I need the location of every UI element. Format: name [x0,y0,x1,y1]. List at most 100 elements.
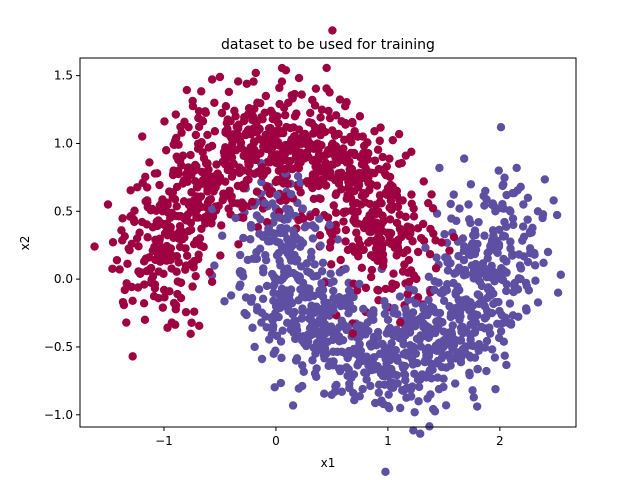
scatter-point-class-0 [248,148,257,158]
scatter-point-class-1 [441,401,451,410]
scatter-point-class-0 [349,216,358,225]
scatter-point-class-1 [424,272,434,281]
scatter-point-class-0 [248,197,257,207]
scatter-point-class-1 [299,367,308,376]
scatter-point-class-0 [181,307,191,317]
scatter-point-class-0 [266,123,275,133]
scatter-point-class-0 [143,233,152,242]
scatter-point-class-0 [212,177,221,186]
scatter-point-class-0 [296,188,305,197]
y-axis-ticks: −1.0 −0.5 0.0 0.5 1.0 1.5 [44,69,80,422]
scatter-point-class-0 [403,246,412,255]
scatter-point-class-0 [284,98,293,107]
scatter-point-class-0 [234,240,243,249]
scatter-point-class-0 [339,144,348,153]
scatter-point-class-1 [254,285,264,294]
y-tick-label: 0.5 [54,204,73,218]
x-tick-label: −1 [155,434,173,448]
scatter-point-class-1 [510,188,519,198]
scatter-point-class-0 [283,179,293,188]
scatter-point-class-1 [462,295,471,304]
scatter-point-class-0 [201,219,210,228]
scatter-point-class-0 [127,239,136,249]
scatter-point-class-1 [317,279,326,288]
scatter-point-class-1 [449,190,458,199]
scatter-point-class-1 [262,230,271,239]
scatter-point-class-0 [112,255,122,265]
scatter-point-class-0 [255,149,264,158]
scatter-point-class-0 [139,299,149,308]
scatter-point-class-0 [404,255,414,265]
scatter-point-class-0 [346,148,356,158]
scatter-point-class-0 [237,198,247,207]
scatter-point-class-1 [358,325,367,335]
scatter-point-class-1 [335,268,344,277]
scatter-point-class-1 [248,323,257,332]
scatter-point-class-0 [331,208,341,217]
scatter-point-class-1 [261,251,270,260]
scatter-point-class-0 [382,190,392,200]
scatter-point-class-1 [277,353,286,363]
scatter-point-class-1 [461,348,470,358]
scatter-point-class-1 [464,200,473,209]
scatter-point-class-0 [153,169,162,178]
scatter-point-class-1 [298,361,307,370]
scatter-point-class-0 [209,187,218,196]
scatter-point-class-1 [421,243,430,252]
scatter-point-class-1 [347,373,356,382]
scatter-point-class-1 [475,265,485,275]
scatter-point-class-1 [439,335,449,345]
scatter-point-class-1 [499,231,508,240]
scatter-point-class-0 [245,160,254,170]
scatter-point-class-0 [252,187,262,196]
scatter-point-class-0 [322,63,331,73]
y-axis-label: x2 [18,236,32,251]
scatter-point-class-0 [383,228,392,238]
scatter-point-class-1 [267,330,277,339]
scatter-point-class-1 [485,272,494,282]
scatter-point-class-1 [366,381,375,391]
scatter-point-class-0 [143,202,152,212]
scatter-point-class-1 [530,250,539,259]
scatter-point-class-0 [90,242,99,251]
scatter-point-class-0 [219,147,229,157]
scatter-point-class-0 [350,169,359,178]
scatter-point-class-1 [379,399,388,409]
scatter-point-class-0 [385,154,394,163]
scatter-point-class-0 [235,136,245,145]
scatter-point-class-1 [412,334,422,344]
scatter-point-class-1 [512,163,521,173]
scatter-point-class-0 [174,258,183,267]
scatter-point-class-1 [506,207,515,216]
scatter-point-class-1 [443,266,453,275]
scatter-point-class-0 [392,186,402,196]
scatter-point-class-0 [307,118,316,128]
scatter-point-class-1 [355,279,364,289]
scatter-point-class-1 [378,371,388,381]
scatter-point-class-1 [288,401,298,410]
scatter-point-class-1 [429,326,439,335]
scatter-point-class-1 [472,402,482,411]
scatter-point-class-1 [270,273,279,283]
scatter-point-class-0 [186,329,195,339]
scatter-point-class-0 [409,212,419,221]
scatter-point-class-0 [322,171,331,180]
scatter-point-class-1 [425,367,434,376]
scatter-point-class-0 [413,247,423,257]
scatter-point-class-1 [491,384,500,394]
scatter-point-class-0 [315,231,325,240]
scatter-point-class-1 [424,295,433,305]
scatter-point-class-1 [240,308,249,318]
scatter-point-class-1 [271,302,281,311]
scatter-point-class-0 [378,152,387,162]
scatter-point-class-0 [335,95,345,104]
scatter-point-class-0 [366,179,376,189]
scatter-point-class-0 [145,158,154,167]
scatter-point-class-1 [487,308,497,318]
scatter-point-class-1 [406,315,416,324]
scatter-point-class-0 [359,189,368,198]
scatter-point-class-0 [219,189,228,198]
scatter-point-class-0 [317,105,327,114]
scatter-point-class-1 [455,285,464,295]
scatter-point-class-1 [307,247,316,257]
